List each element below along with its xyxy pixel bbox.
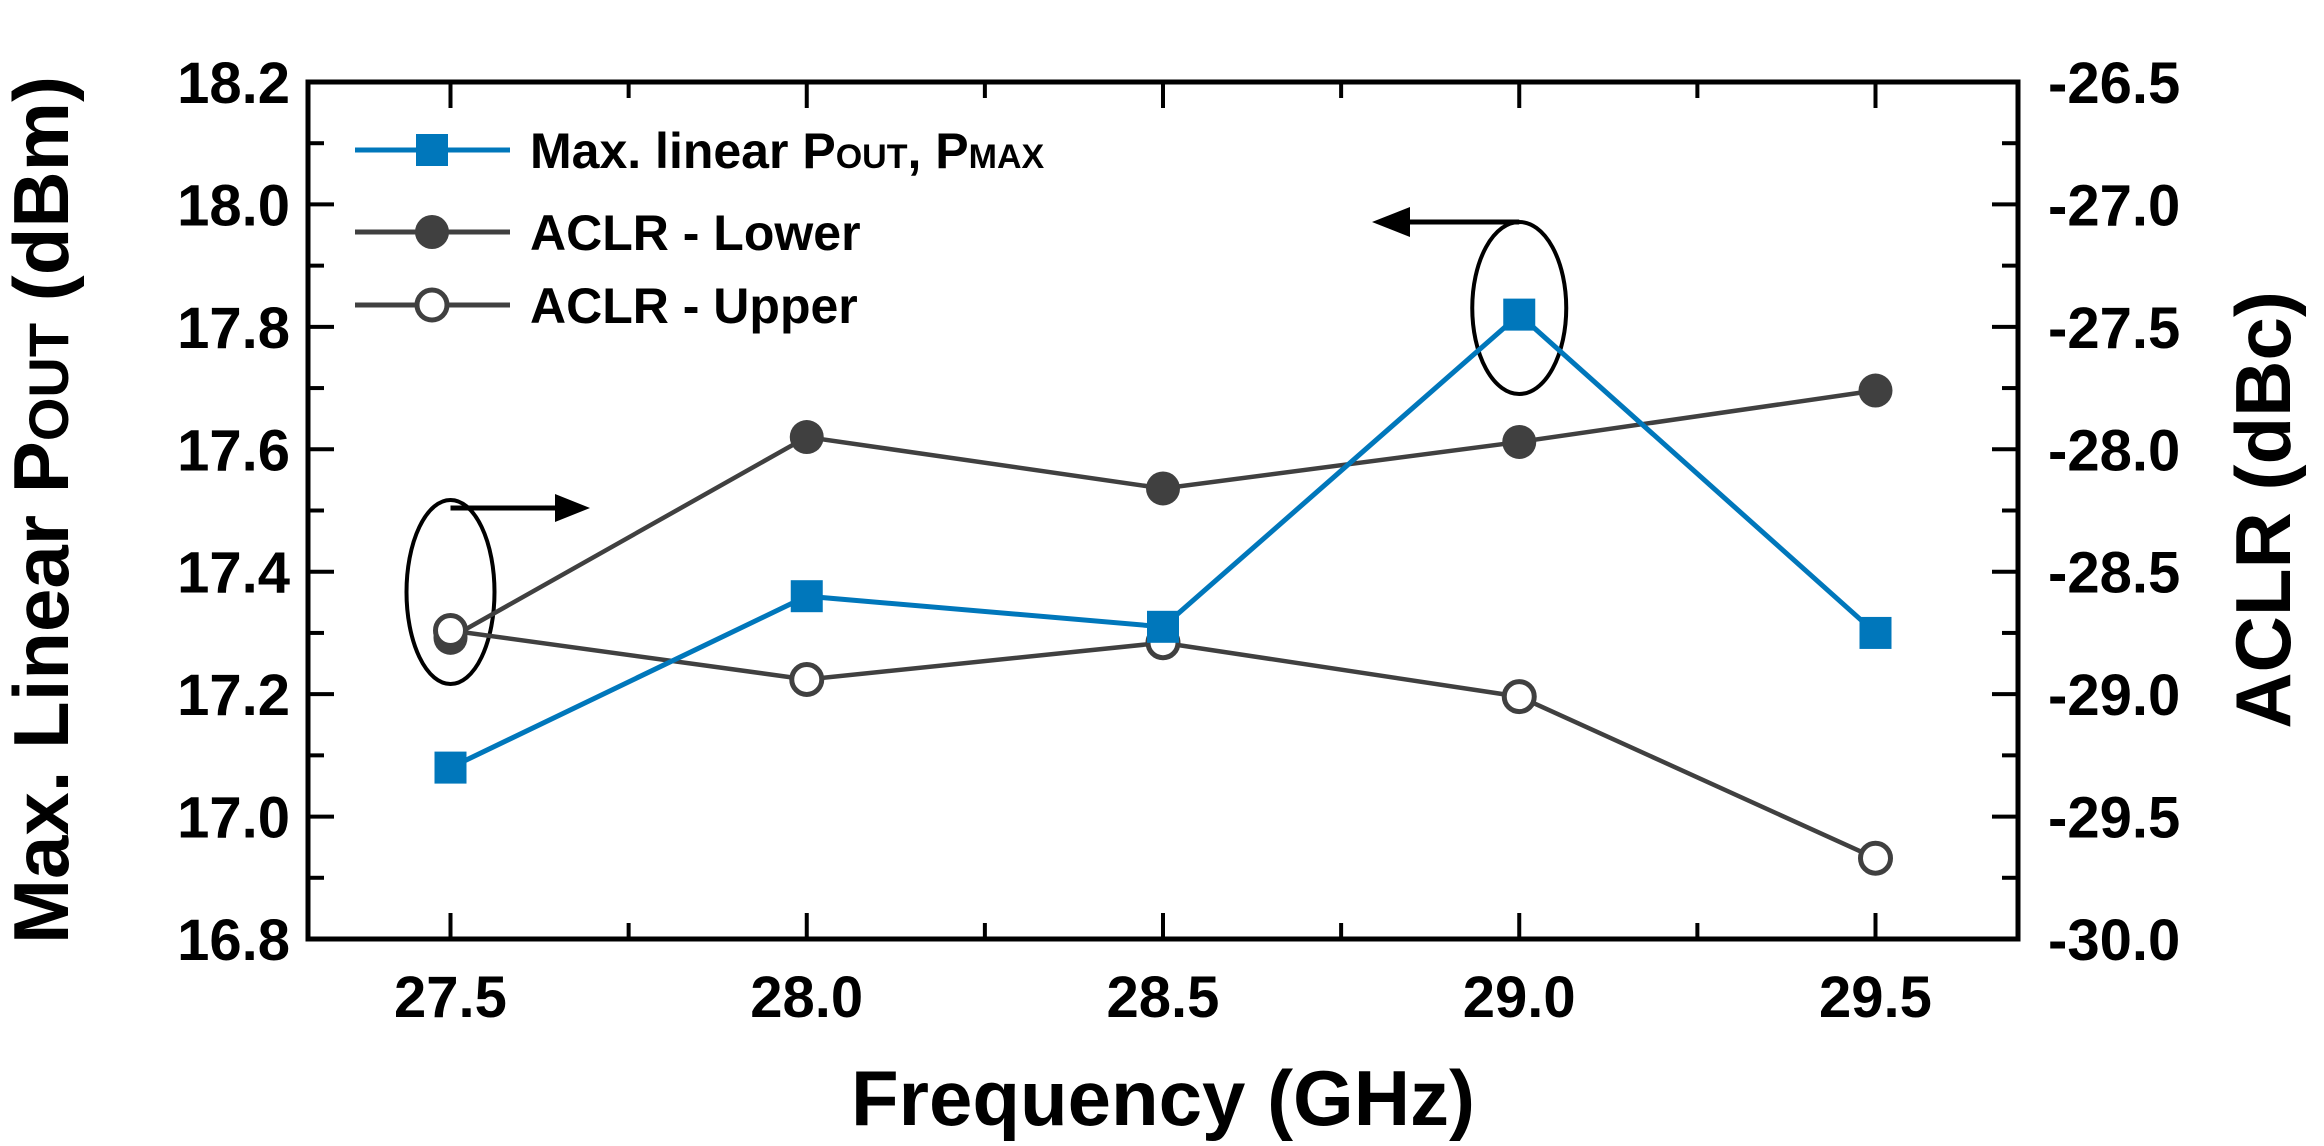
data-point — [433, 612, 468, 648]
annotations — [404, 207, 1569, 686]
axes: 27.5 28.0 28.5 29.0 29.5 16.8 17.0 17.2 17.4 17.6… — [177, 51, 2180, 1030]
data-point — [1858, 373, 1893, 408]
y-left-title-unit: (dBm) — [0, 76, 85, 323]
legend-label-part: MAX — [969, 138, 1045, 176]
data-point — [1859, 616, 1892, 649]
y-left-tick-label: 16.8 — [177, 908, 290, 973]
legend-marker — [416, 134, 448, 166]
annotation-ellipse-right-axis — [404, 498, 497, 686]
series-aclr-upper — [433, 612, 1893, 876]
y-left-tick-label: 18.2 — [177, 51, 290, 116]
data-point — [1502, 424, 1537, 459]
series-max-linear-pout-pmax — [434, 298, 1892, 784]
y-axis-right-title: ACLR (dBc) — [2219, 291, 2307, 729]
x-tick-label: 29.5 — [1819, 965, 1932, 1030]
y-right-tick-label: -27.5 — [2048, 296, 2180, 361]
legend-label-part: Max. linear P — [530, 123, 836, 179]
y-left-tick-label: 18.0 — [177, 173, 290, 238]
series-line — [449, 311, 1878, 770]
data-point — [789, 661, 825, 697]
y-left-title-sub: OUT — [17, 323, 80, 441]
y-left-title-main: Max. Linear P — [0, 441, 85, 944]
y-right-tick-label: -27.0 — [2048, 173, 2180, 238]
data-point — [1503, 298, 1536, 331]
data-point — [789, 420, 824, 455]
data-point — [790, 580, 823, 613]
legend-label: ACLR - Upper — [530, 278, 858, 334]
arrow-left-icon — [1372, 207, 1410, 237]
y-right-tick-label: -28.0 — [2048, 418, 2180, 483]
legend-label-part: OUT — [836, 138, 908, 176]
y-right-tick-label: -28.5 — [2048, 541, 2180, 606]
y-left-tick-label: 17.2 — [177, 663, 290, 728]
arrow-right-icon — [555, 494, 590, 522]
x-tick-label: 28.0 — [750, 965, 863, 1030]
y-left-tick-label: 17.8 — [177, 296, 290, 361]
x-tick-label: 28.5 — [1107, 965, 1220, 1030]
data-point — [434, 751, 467, 784]
data-point — [1501, 679, 1537, 715]
x-axis-title: Frequency (GHz) — [851, 1054, 1475, 1142]
y-left-tick-label: 17.6 — [177, 418, 290, 483]
y-right-tick-label: -30.0 — [2048, 908, 2180, 973]
x-tick-label: 27.5 — [394, 965, 507, 1030]
legend-label: ACLR - Lower — [530, 205, 861, 261]
series-aclr-lower — [433, 373, 1893, 655]
y-right-tick-label: -29.5 — [2048, 786, 2180, 851]
x-tick-label: 29.0 — [1463, 965, 1576, 1030]
legend-label: Max. linear POUT, PMAX — [530, 123, 1045, 179]
y-left-tick-label: 17.4 — [177, 541, 290, 606]
y-right-tick-label: -26.5 — [2048, 51, 2180, 116]
legend-marker — [415, 215, 449, 249]
y-axis-left-title: Max. Linear POUT (dBm) — [0, 76, 85, 944]
y-right-tick-label: -29.0 — [2048, 663, 2180, 728]
data-point — [1858, 840, 1893, 876]
data-point — [1146, 471, 1180, 506]
legend-marker — [414, 287, 450, 323]
legend: Max. linear POUT, PMAX ACLR - Lower ACLR -… — [355, 123, 1045, 334]
y-left-tick-label: 17.0 — [177, 786, 290, 851]
data-point — [1147, 610, 1179, 643]
legend-label-part: , P — [907, 123, 968, 179]
series-line — [449, 388, 1876, 640]
series — [433, 298, 1893, 876]
